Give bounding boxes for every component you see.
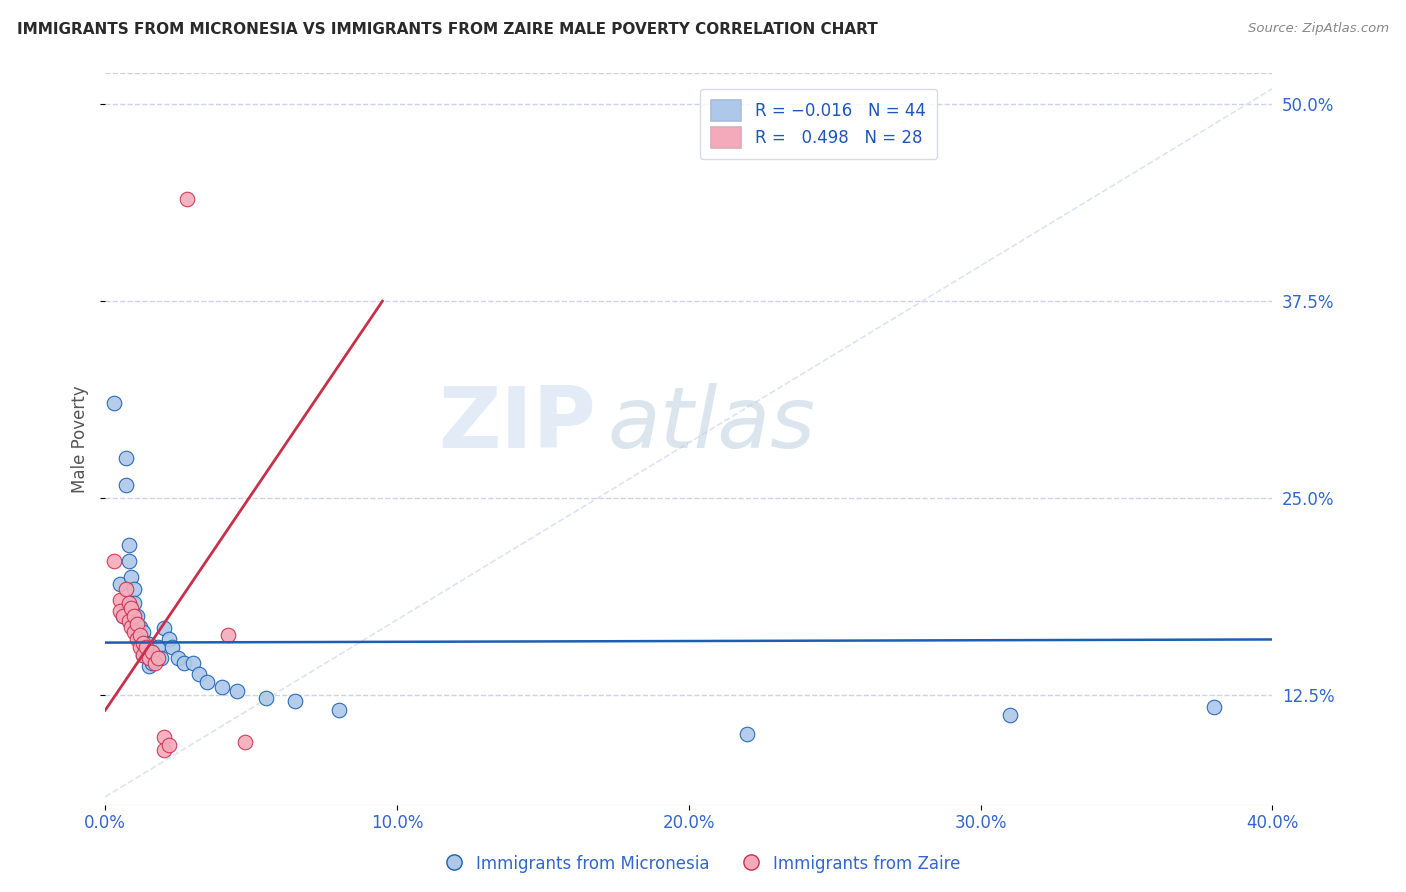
Point — [162, 640, 184, 655]
Point — [195, 675, 218, 690]
Point — [127, 624, 149, 639]
Point — [176, 192, 198, 206]
Text: atlas: atlas — [607, 383, 815, 466]
Point — [211, 680, 233, 694]
Point — [167, 651, 190, 665]
Point — [152, 730, 174, 744]
Point — [127, 608, 149, 623]
Point — [108, 604, 131, 618]
Point — [284, 694, 307, 708]
Point — [127, 616, 149, 631]
Point — [124, 596, 146, 610]
Point — [233, 735, 256, 749]
Point — [735, 727, 758, 741]
Point — [124, 608, 146, 623]
Point — [149, 651, 172, 665]
Point — [121, 620, 143, 634]
Point — [217, 628, 239, 642]
Point — [181, 656, 204, 670]
Point — [124, 624, 146, 639]
Point — [146, 651, 169, 665]
Point — [129, 620, 152, 634]
Legend: Immigrants from Micronesia, Immigrants from Zaire: Immigrants from Micronesia, Immigrants f… — [439, 848, 967, 880]
Point — [129, 628, 152, 642]
Point — [328, 703, 350, 717]
Point — [173, 656, 195, 670]
Point — [135, 648, 157, 663]
Point — [129, 632, 152, 647]
Point — [111, 608, 134, 623]
Point — [138, 651, 160, 665]
Text: ZIP: ZIP — [437, 383, 595, 466]
Point — [138, 637, 160, 651]
Point — [117, 596, 139, 610]
Point — [135, 635, 157, 649]
Point — [225, 684, 247, 698]
Point — [187, 667, 209, 681]
Point — [132, 635, 155, 649]
Point — [121, 569, 143, 583]
Point — [132, 648, 155, 663]
Point — [143, 653, 166, 667]
Point — [143, 656, 166, 670]
Point — [1202, 700, 1225, 714]
Point — [114, 451, 136, 466]
Point — [114, 582, 136, 596]
Point — [117, 538, 139, 552]
Point — [121, 601, 143, 615]
Point — [124, 582, 146, 596]
Point — [135, 640, 157, 655]
Point — [254, 690, 277, 705]
Text: Source: ZipAtlas.com: Source: ZipAtlas.com — [1249, 22, 1389, 36]
Point — [138, 648, 160, 663]
Point — [998, 708, 1021, 723]
Point — [117, 614, 139, 628]
Y-axis label: Male Poverty: Male Poverty — [72, 385, 89, 492]
Point — [127, 632, 149, 647]
Point — [157, 738, 180, 752]
Point — [132, 637, 155, 651]
Point — [129, 640, 152, 655]
Point — [108, 593, 131, 607]
Point — [124, 608, 146, 623]
Point — [114, 478, 136, 492]
Point — [146, 640, 169, 655]
Text: IMMIGRANTS FROM MICRONESIA VS IMMIGRANTS FROM ZAIRE MALE POVERTY CORRELATION CHA: IMMIGRANTS FROM MICRONESIA VS IMMIGRANTS… — [17, 22, 877, 37]
Point — [152, 622, 174, 636]
Point — [108, 577, 131, 591]
Point — [141, 645, 163, 659]
Legend: R = −0.016   N = 44, R =   0.498   N = 28: R = −0.016 N = 44, R = 0.498 N = 28 — [700, 88, 938, 160]
Point — [157, 632, 180, 647]
Point — [132, 624, 155, 639]
Point — [103, 554, 125, 568]
Point — [141, 645, 163, 659]
Point — [103, 396, 125, 410]
Point — [152, 742, 174, 756]
Point — [138, 659, 160, 673]
Point — [111, 608, 134, 623]
Point — [141, 656, 163, 670]
Point — [117, 554, 139, 568]
Point — [132, 648, 155, 663]
